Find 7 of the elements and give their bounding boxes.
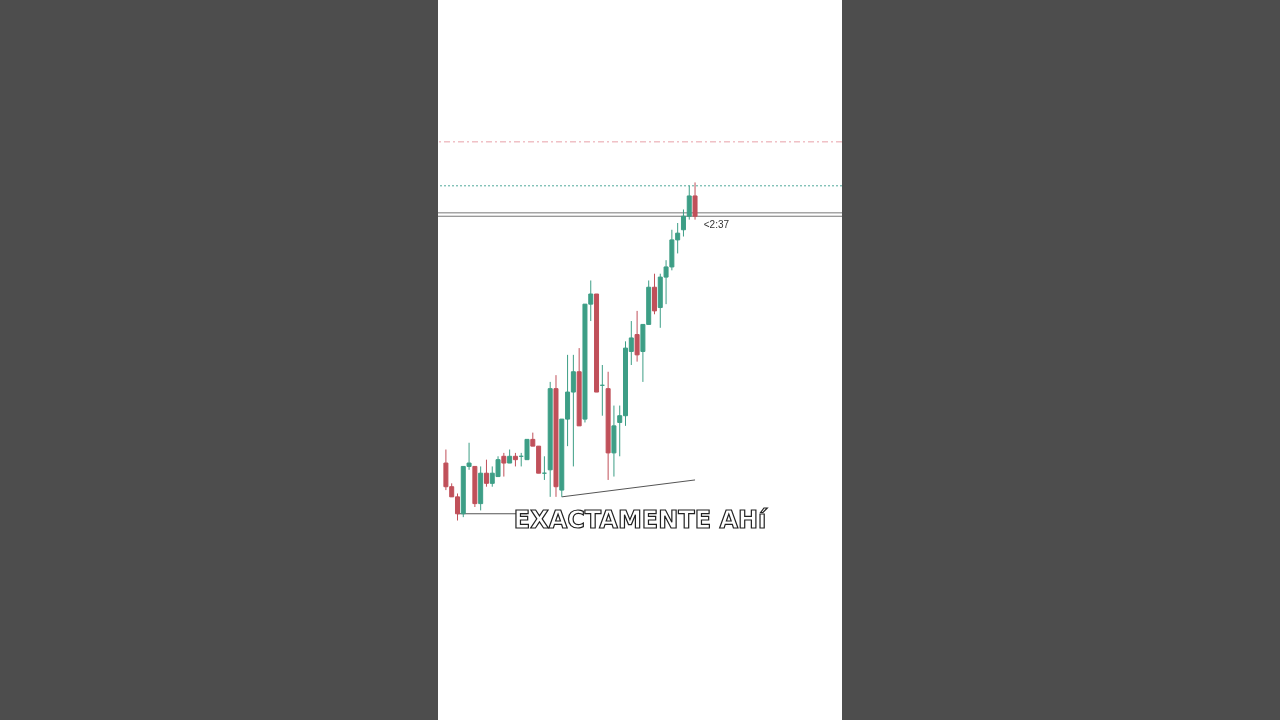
candlestick	[692, 181, 698, 221]
candlestick	[501, 452, 507, 478]
text: <2:37	[703, 219, 730, 231]
annotation: EXACTAMENTE AHí	[513, 505, 769, 534]
candlestick	[651, 273, 657, 315]
candlestick	[634, 310, 640, 363]
candlestick	[483, 459, 489, 488]
